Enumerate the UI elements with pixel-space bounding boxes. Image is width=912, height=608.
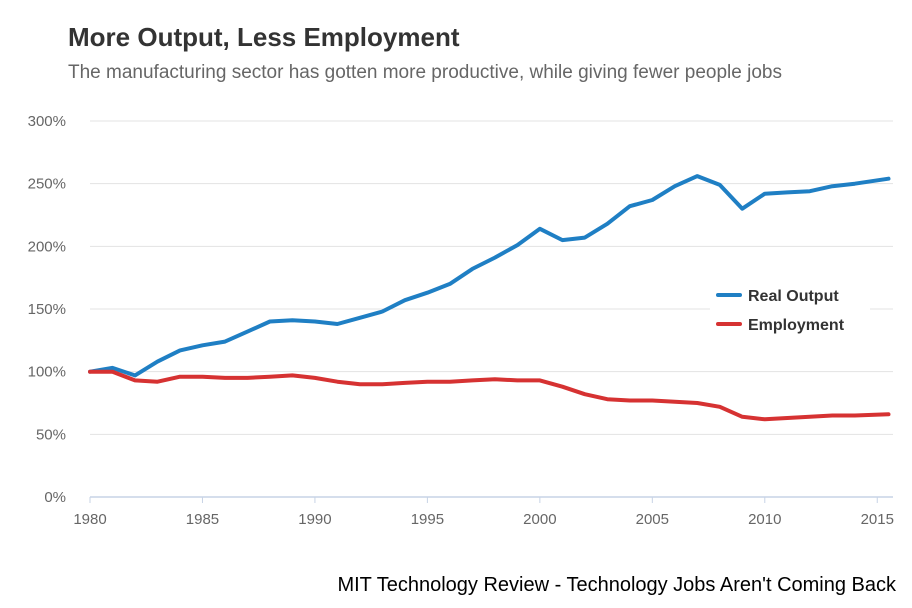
x-tick-label: 2015	[861, 511, 894, 528]
x-tick-label: 1995	[411, 511, 444, 528]
y-tick-label: 200%	[28, 238, 66, 255]
source-credit: MIT Technology Review - Technology Jobs …	[337, 574, 896, 596]
chart-title: More Output, Less Employment	[68, 22, 460, 52]
y-tick-label: 150%	[28, 301, 66, 318]
x-tick-label: 2010	[748, 511, 781, 528]
chart-subtitle: The manufacturing sector has gotten more…	[68, 62, 782, 83]
y-tick-label: 50%	[36, 426, 66, 443]
x-tick-label: 1985	[186, 511, 219, 528]
y-tick-label: 100%	[28, 364, 66, 381]
y-tick-label: 0%	[44, 489, 66, 506]
y-tick-label: 300%	[28, 113, 66, 130]
legend-label-employment: Employment	[748, 317, 845, 334]
x-tick-label: 1980	[73, 511, 106, 528]
x-tick-label: 2005	[636, 511, 669, 528]
series-line-employment	[88, 369, 891, 422]
legend-label-real-output: Real Output	[748, 288, 839, 305]
y-tick-label: 250%	[28, 176, 66, 193]
x-tick-label: 1990	[298, 511, 331, 528]
x-tick-label: 2000	[523, 511, 556, 528]
series-line-real-output	[88, 174, 891, 378]
legend-background	[710, 275, 870, 337]
